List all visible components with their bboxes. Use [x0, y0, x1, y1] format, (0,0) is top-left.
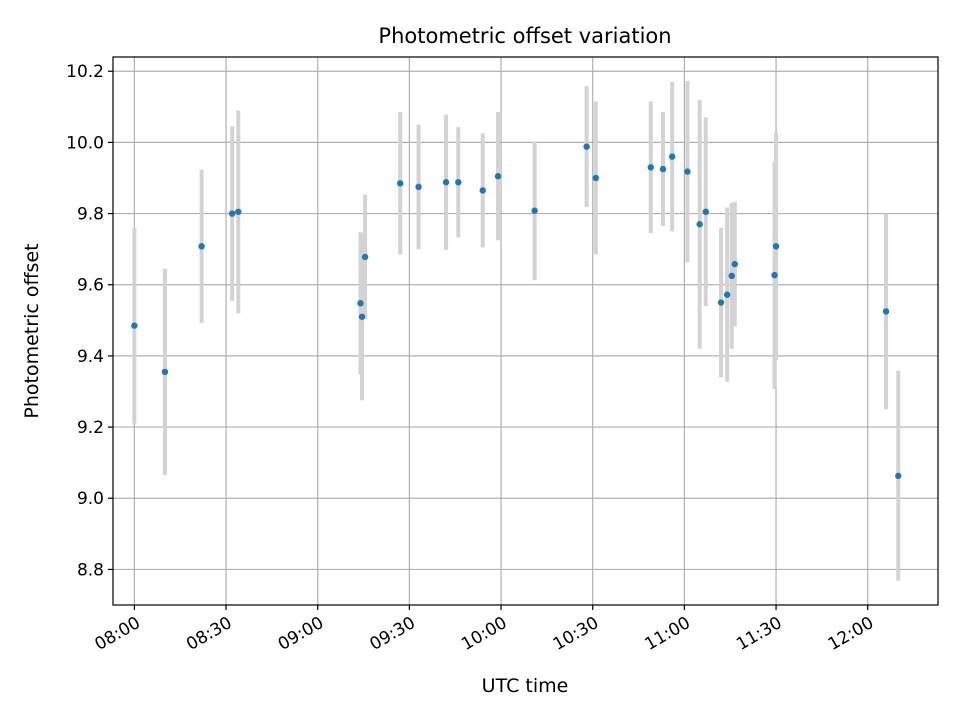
data-point: [895, 472, 902, 480]
chart-title: Photometric offset variation: [378, 24, 671, 48]
y-tick-label: 9.2: [77, 418, 104, 438]
data-point: [531, 207, 538, 214]
data-point: [161, 368, 169, 376]
y-tick-label: 9.6: [77, 276, 104, 296]
data-point: [357, 300, 364, 307]
data-point: [728, 272, 735, 280]
data-point: [717, 299, 725, 306]
y-tick-label: 9.4: [77, 347, 104, 367]
data-point: [479, 187, 486, 194]
data-point: [494, 173, 502, 180]
data-point: [455, 179, 462, 186]
data-point: [583, 143, 590, 150]
data-point: [731, 260, 739, 268]
y-axis-label: Photometric offset: [21, 243, 43, 418]
y-tick-label: 8.8: [77, 560, 104, 580]
data-point: [442, 179, 450, 186]
data-point: [668, 153, 676, 160]
data-point: [723, 291, 731, 298]
data-point: [397, 180, 404, 187]
data-point: [358, 313, 366, 320]
data-point: [131, 322, 138, 329]
data-point: [771, 271, 778, 279]
data-point: [696, 221, 703, 228]
data-point: [198, 243, 205, 250]
data-point: [882, 308, 890, 315]
plot-frame: [112, 56, 939, 606]
data-point: [684, 168, 691, 175]
grid-layer: [113, 57, 938, 605]
data-point: [228, 210, 236, 217]
y-tick-label: 9.8: [77, 205, 104, 225]
data-point: [702, 208, 709, 215]
data-point: [235, 208, 242, 215]
point-layer: [131, 143, 902, 480]
data-point: [659, 165, 667, 173]
y-tick-label: 10.2: [66, 62, 104, 82]
x-axis-label: UTC time: [482, 675, 569, 697]
y-tick-label: 10.0: [66, 133, 104, 153]
data-point: [361, 253, 369, 261]
y-tick-label: 9.0: [77, 489, 104, 509]
data-point: [415, 183, 422, 191]
data-point: [772, 243, 780, 250]
data-point: [647, 164, 654, 171]
data-point: [592, 174, 599, 182]
